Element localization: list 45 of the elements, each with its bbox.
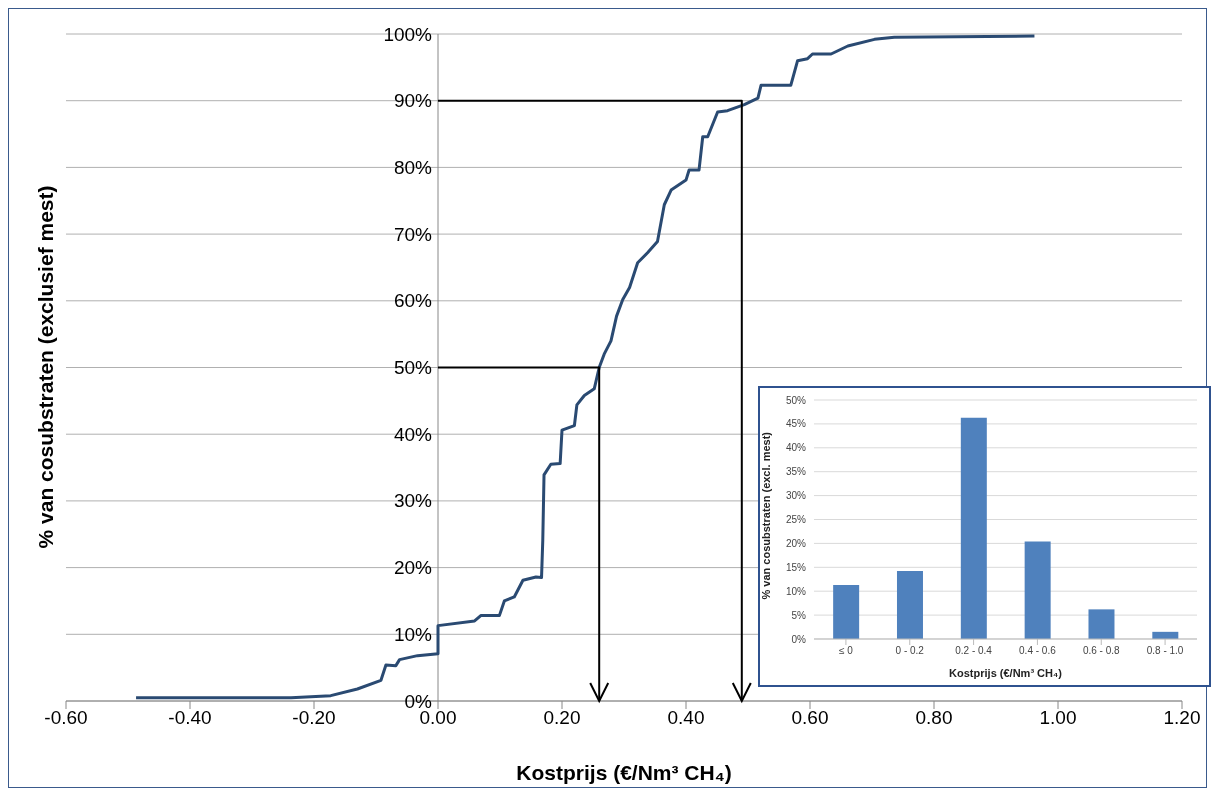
- x-tick-label: 1.00: [1039, 707, 1077, 729]
- y-tick-label: 50%: [785, 394, 807, 406]
- x-tick-label: 0 - 0.2: [895, 645, 925, 657]
- y-tick-label: 10%: [393, 623, 433, 645]
- y-tick-label: 5%: [791, 609, 807, 621]
- x-tick-label: -0.40: [168, 707, 212, 729]
- x-tick-label: 0.80: [915, 707, 953, 729]
- x-tick-label: 0.4 - 0.6: [1019, 645, 1057, 657]
- y-tick-label: 30%: [785, 490, 807, 502]
- y-tick-label: 20%: [393, 557, 433, 579]
- y-tick-label: 80%: [393, 156, 433, 178]
- y-axis-title: % van cosubstraten (excl. mest): [759, 431, 772, 600]
- x-tick-label: -0.20: [292, 707, 336, 729]
- bar: [896, 571, 923, 639]
- y-tick-label: 60%: [393, 290, 433, 312]
- x-tick-label: 0.20: [543, 707, 581, 729]
- bar: [960, 417, 987, 639]
- y-tick-label: 20%: [785, 537, 807, 549]
- y-axis-title: % van cosubstraten (exclusief mest): [34, 184, 58, 550]
- y-tick-label: 35%: [785, 466, 807, 478]
- y-tick-label: 0%: [791, 633, 807, 645]
- x-tick-label: 1.20: [1163, 707, 1201, 729]
- y-tick-label: 15%: [785, 561, 807, 573]
- x-tick-label: 0.40: [667, 707, 705, 729]
- y-tick-label: 40%: [393, 423, 433, 445]
- x-axis-title: Kostprijs (€/Nm³ CH₄): [949, 667, 1063, 679]
- y-tick-label: 25%: [785, 514, 807, 526]
- x-tick-label: 0.2 - 0.4: [955, 645, 993, 657]
- y-tick-label: 40%: [785, 442, 807, 454]
- x-axis-title: Kostprijs (€/Nm³ CH₄): [515, 761, 733, 785]
- y-tick-label: 90%: [393, 90, 433, 112]
- y-tick-label: 45%: [785, 418, 807, 430]
- y-tick-label: 30%: [393, 490, 433, 512]
- y-tick-label: 50%: [393, 357, 433, 378]
- x-tick-label: 0.8 - 1.0: [1146, 645, 1184, 657]
- x-tick-label: ≤ 0: [839, 645, 854, 657]
- y-tick-label: 70%: [393, 223, 433, 245]
- bar: [1088, 609, 1115, 639]
- x-tick-label: -0.60: [44, 707, 88, 729]
- bar: [1024, 541, 1051, 639]
- x-tick-label: 0.60: [791, 707, 829, 729]
- bar: [833, 584, 860, 639]
- y-tick-label: 100%: [383, 23, 433, 45]
- y-tick-label: 10%: [785, 585, 807, 597]
- x-tick-label: 0.6 - 0.8: [1082, 645, 1121, 657]
